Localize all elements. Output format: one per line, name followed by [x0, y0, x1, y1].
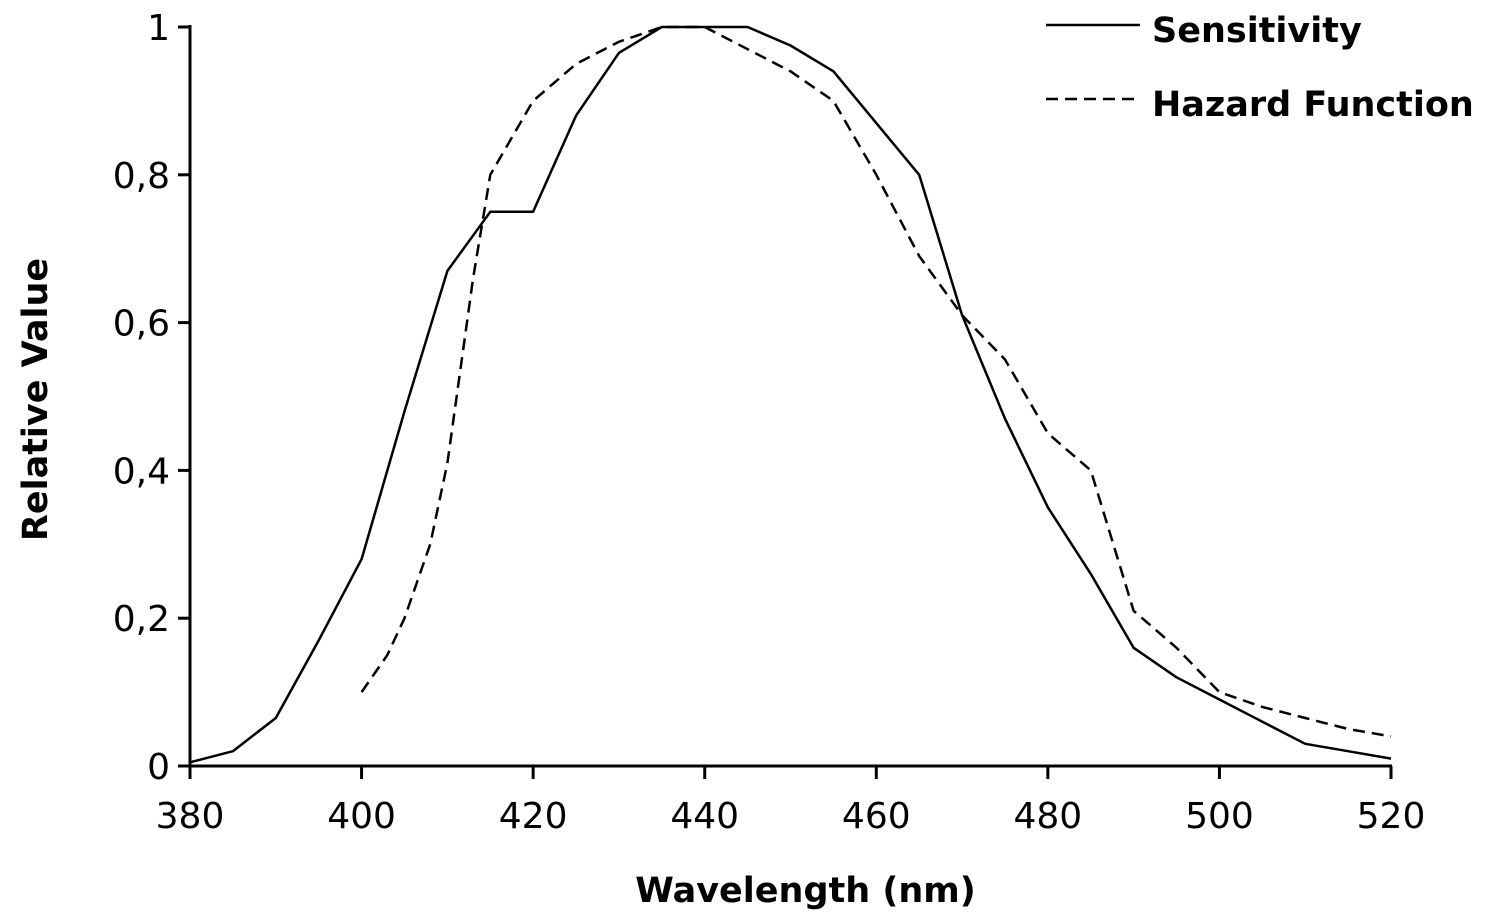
x-tick-label: 460 — [842, 796, 911, 837]
x-axis-title: Wavelength (nm) — [635, 871, 975, 911]
x-tick-label: 520 — [1357, 796, 1426, 837]
y-tick-label: 0 — [147, 747, 170, 788]
series-group — [189, 25, 1392, 764]
series-line-sensitivity — [189, 25, 1392, 764]
axes — [188, 25, 1392, 768]
legend-label-sensitivity: Sensitivity — [1152, 11, 1362, 51]
x-tick-label: 380 — [156, 796, 225, 837]
x-ticks: 380 400 420 440 460 480 500 520 — [156, 766, 1426, 837]
legend-label-hazard-function: Hazard Function — [1152, 85, 1474, 125]
x-tick-label: 500 — [1185, 796, 1254, 837]
y-ticks: 0 0,2 0,4 0,6 0,8 1 — [113, 8, 190, 788]
x-tick-label: 400 — [327, 796, 396, 837]
y-axis-title: Relative Value — [16, 258, 56, 541]
y-tick-label: 0,8 — [113, 156, 170, 197]
legend: Sensitivity Hazard Function — [1046, 11, 1474, 125]
x-tick-label: 480 — [1013, 796, 1082, 837]
y-tick-label: 0,2 — [113, 599, 170, 640]
y-tick-label: 1 — [147, 8, 170, 49]
y-tick-label: 0,4 — [113, 451, 170, 492]
series-line-hazard-function — [360, 25, 1392, 738]
x-tick-label: 420 — [499, 796, 568, 837]
x-tick-label: 440 — [670, 796, 739, 837]
y-tick-label: 0,6 — [113, 304, 170, 345]
